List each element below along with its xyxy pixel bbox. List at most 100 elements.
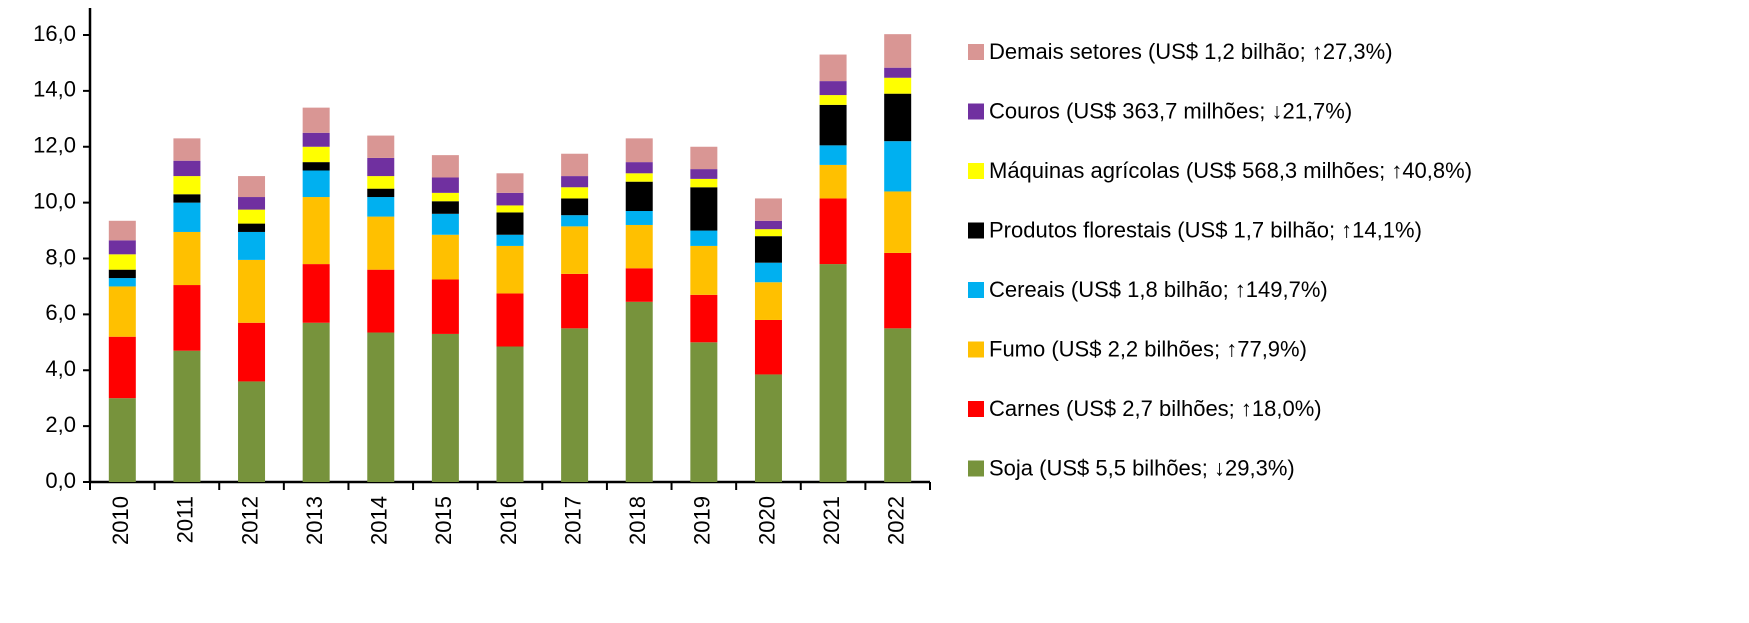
legend-label: Carnes (US$ 2,7 bilhões; ↑18,0%) — [989, 396, 1322, 421]
bar-segment — [690, 245, 718, 295]
bar-segment — [690, 187, 718, 231]
x-tick-label: 2017 — [560, 496, 585, 545]
bar-segment — [431, 279, 459, 334]
bar-segment — [302, 107, 330, 133]
bar-segment — [690, 178, 718, 188]
y-tick-label: 6,0 — [45, 300, 76, 325]
bar-segment — [884, 67, 912, 78]
bar-segment — [819, 104, 847, 146]
y-tick-label: 12,0 — [33, 133, 76, 158]
bar-segment — [496, 192, 524, 206]
y-tick-label: 14,0 — [33, 77, 76, 102]
bar-segment — [431, 177, 459, 193]
bar-segment — [625, 181, 653, 212]
bar-segment — [496, 245, 524, 294]
bar-segment — [431, 234, 459, 280]
bar-segment — [367, 157, 395, 177]
bar-segment — [819, 81, 847, 96]
bar-segment — [561, 215, 589, 227]
legend-swatch — [968, 341, 984, 358]
bar-segment — [561, 273, 589, 329]
bar-segment — [496, 205, 524, 213]
bar-segment — [302, 264, 330, 323]
bar-segment — [238, 231, 266, 260]
bar-segment — [173, 285, 201, 351]
y-tick-label: 16,0 — [33, 21, 76, 46]
x-tick-label: 2016 — [496, 496, 521, 545]
bar-segment — [496, 234, 524, 246]
bar-segment — [108, 286, 136, 337]
bar-segment — [819, 164, 847, 199]
bar-segment — [238, 223, 266, 232]
bar-segment — [108, 240, 136, 255]
bar-segment — [302, 170, 330, 198]
bar-segment — [108, 278, 136, 287]
bar-segment — [431, 201, 459, 214]
bar-segment — [625, 224, 653, 269]
bar-segment — [884, 141, 912, 192]
x-tick-label: 2013 — [302, 496, 327, 545]
bar-segment — [431, 155, 459, 178]
legend-label: Soja (US$ 5,5 bilhões; ↓29,3%) — [989, 455, 1295, 480]
bar-segment — [238, 209, 266, 224]
bar-segment — [884, 93, 912, 142]
bar-segment — [690, 342, 718, 482]
legend-label: Máquinas agrícolas (US$ 568,3 milhões; ↑… — [989, 158, 1472, 183]
bar-segment — [754, 229, 782, 237]
legend-label: Fumo (US$ 2,2 bilhões; ↑77,9%) — [989, 336, 1307, 361]
bar-segment — [367, 216, 395, 270]
x-tick-label: 2010 — [108, 496, 133, 545]
legend-swatch — [968, 163, 984, 179]
bar-segment — [625, 138, 653, 163]
bar-segment — [561, 328, 589, 482]
bar-segment — [625, 211, 653, 225]
bar-segment — [884, 34, 912, 68]
bar-segment — [561, 187, 589, 199]
bar-segment — [690, 169, 718, 179]
bar-segment — [884, 191, 912, 253]
legend-label: Produtos florestais (US$ 1,7 bilhão; ↑14… — [989, 217, 1422, 242]
bar-segment — [690, 230, 718, 246]
bar-segment — [754, 374, 782, 482]
bar-segment — [238, 381, 266, 482]
bar-segment — [754, 319, 782, 375]
x-tick-label: 2014 — [367, 496, 392, 545]
bar-segment — [173, 138, 201, 161]
bar-segment — [561, 198, 589, 216]
bar-segment — [238, 322, 266, 382]
bar-segment — [819, 54, 847, 82]
y-tick-label: 4,0 — [45, 356, 76, 381]
bar-segment — [884, 252, 912, 329]
bar-segment — [238, 259, 266, 323]
bar-segment — [108, 269, 136, 279]
bar-segment — [302, 322, 330, 482]
bar-segment — [431, 213, 459, 235]
bar-segment — [367, 197, 395, 217]
bar-segment — [625, 162, 653, 174]
bar-segment — [108, 336, 136, 399]
bar-segment — [367, 176, 395, 189]
bar-segment — [173, 194, 201, 203]
legend-swatch — [968, 282, 984, 298]
bar-segment — [173, 350, 201, 482]
bar-segment — [561, 176, 589, 188]
bar-segment — [302, 162, 330, 171]
legend-swatch — [968, 460, 984, 477]
bar-segment — [625, 173, 653, 182]
bar-segment — [302, 146, 330, 163]
x-tick-label: 2019 — [690, 496, 715, 545]
bar-segment — [173, 176, 201, 195]
x-tick-label: 2012 — [237, 496, 262, 545]
bar-segment — [108, 254, 136, 270]
bar-segment — [302, 197, 330, 265]
bar-segment — [496, 212, 524, 235]
bar-segment — [496, 293, 524, 347]
bar-segment — [431, 333, 459, 482]
bar-segment — [173, 160, 201, 177]
x-tick-label: 2022 — [884, 496, 909, 545]
bar-segment — [367, 188, 395, 198]
bar-segment — [625, 268, 653, 302]
bar-segment — [754, 282, 782, 320]
y-tick-label: 2,0 — [45, 412, 76, 437]
